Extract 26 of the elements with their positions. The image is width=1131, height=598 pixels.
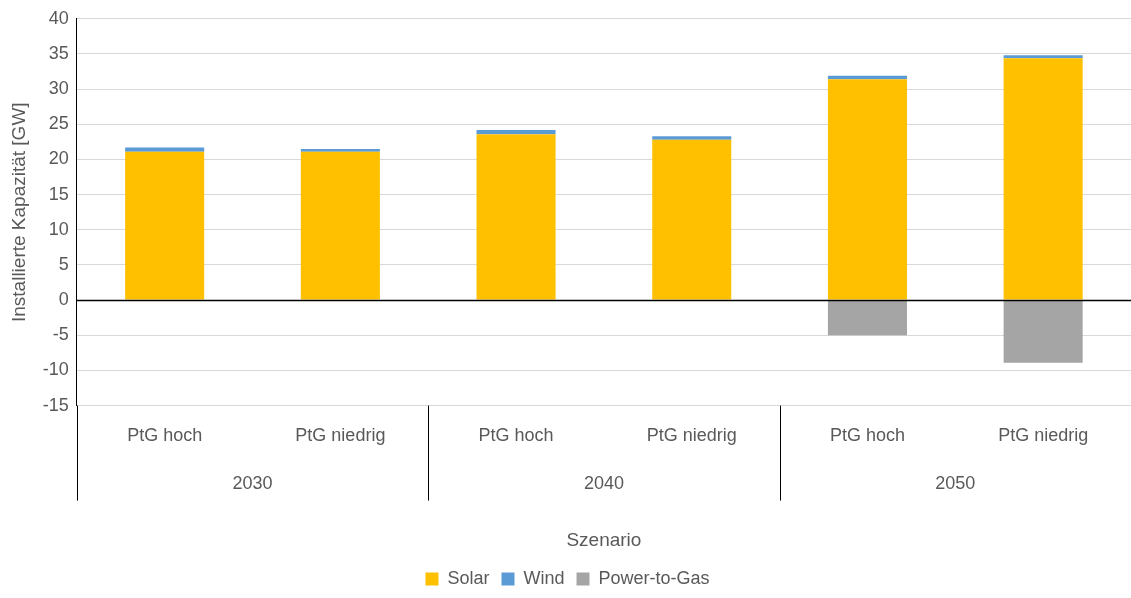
x-tick-label: PtG hoch [829,425,905,446]
y-tick-label: 25 [48,113,69,134]
x-tick-label: PtG hoch [127,425,203,446]
y-tick-label: -5 [52,324,69,345]
y-axis-title: Installierte Kapazität [GW] [7,102,29,323]
x-tick-label: PtG niedrig [646,425,737,446]
y-tick-label: -15 [42,394,69,415]
x-axis-title: Szenario [566,528,642,550]
x-tick-label: PtG niedrig [295,425,386,446]
y-tick-label: 30 [48,78,69,99]
y-tick-label: 0 [58,289,69,310]
y-tick-label: 15 [48,183,69,204]
text: 2030 [232,472,273,493]
text: 2050 [935,472,976,493]
y-tick-label: 20 [48,148,69,169]
x-tick-label: PtG hoch [478,425,554,446]
text: 2040 [583,472,624,493]
legend-label: Power-to-Gas [598,567,710,588]
x-tick-label: PtG niedrig [998,425,1089,446]
y-tick-label: -10 [42,359,69,380]
y-tick-label: 10 [48,218,69,239]
legend-label: Wind [523,567,565,588]
legend-label: Solar [447,567,490,588]
y-tick-label: 35 [48,42,69,63]
y-tick-label: 40 [48,7,69,28]
y-tick-label: 5 [58,253,69,274]
